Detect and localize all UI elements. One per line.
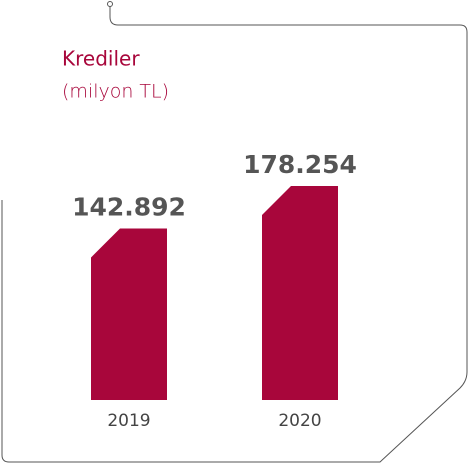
bar (262, 186, 338, 400)
bar (91, 228, 167, 400)
frame (1, 6, 468, 463)
chart-title: Krediler (62, 47, 140, 71)
chart-subtitle: (milyon TL) (62, 81, 169, 103)
x-tick-label: 2020 (278, 411, 321, 431)
value-label: 142.892 (72, 192, 186, 221)
value-label: 178.254 (243, 150, 357, 179)
x-tick-label: 2019 (107, 411, 150, 431)
frame-dot (107, 1, 113, 7)
